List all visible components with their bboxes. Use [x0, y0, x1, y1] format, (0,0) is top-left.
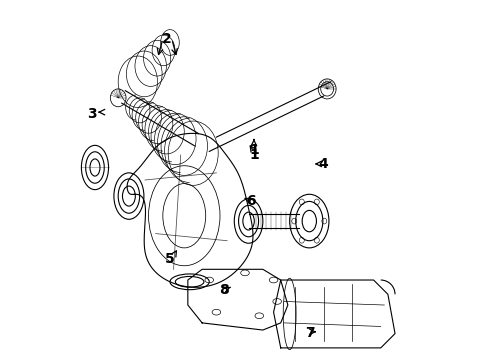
Text: 3: 3 [87, 107, 97, 121]
Text: 2: 2 [162, 32, 172, 46]
Text: 8: 8 [219, 283, 228, 297]
Text: 5: 5 [164, 252, 174, 266]
Text: 1: 1 [249, 140, 259, 157]
Text: 7: 7 [305, 326, 315, 340]
Text: 6: 6 [246, 194, 256, 208]
Text: 1: 1 [249, 148, 259, 162]
Text: 4: 4 [318, 157, 328, 171]
